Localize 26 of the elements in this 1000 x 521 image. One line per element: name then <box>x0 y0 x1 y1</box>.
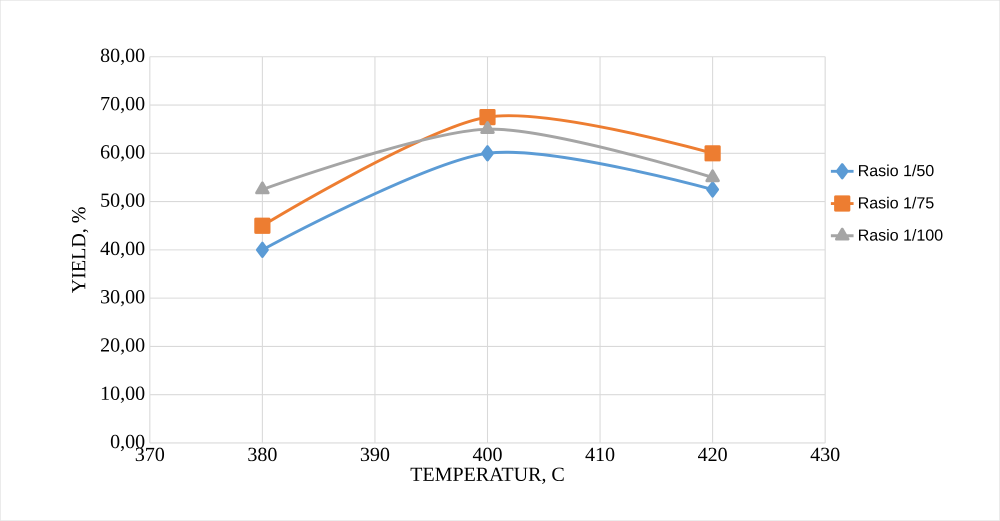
point <box>480 121 495 134</box>
x-tick-label: 400 <box>472 448 502 462</box>
point <box>479 109 496 126</box>
y-tick-label: 10,00 <box>102 386 144 404</box>
y-tick-label: 80,00 <box>100 48 144 66</box>
x-tick-label: 390 <box>360 448 390 462</box>
x-tick-label: 410 <box>585 448 614 462</box>
y-tick-label: 60,00 <box>100 145 144 162</box>
legend-label: Rasio 1/100 <box>859 229 942 241</box>
y-tick-label: 40,00 <box>100 242 144 258</box>
point <box>704 145 721 162</box>
y-tick-label: 30,00 <box>101 290 144 306</box>
y-tick-label: 50,00 <box>101 194 144 210</box>
point <box>256 242 269 258</box>
point <box>254 218 270 234</box>
y-tick-label: 20,00 <box>100 338 144 355</box>
x-tick-label: 380 <box>248 448 277 462</box>
y-tick-label: 70,00 <box>101 96 144 114</box>
legend-label: Rasio 1/75 <box>859 196 934 209</box>
point <box>481 145 494 162</box>
x-tick-label: 430 <box>810 448 840 462</box>
point <box>706 182 720 198</box>
y-axis-title: YIELD, % <box>72 207 88 294</box>
x-tick-label: 420 <box>698 448 727 462</box>
legend-label: Rasio 1/50 <box>859 164 934 176</box>
x-axis-title: TEMPERATUR, C <box>410 468 564 484</box>
